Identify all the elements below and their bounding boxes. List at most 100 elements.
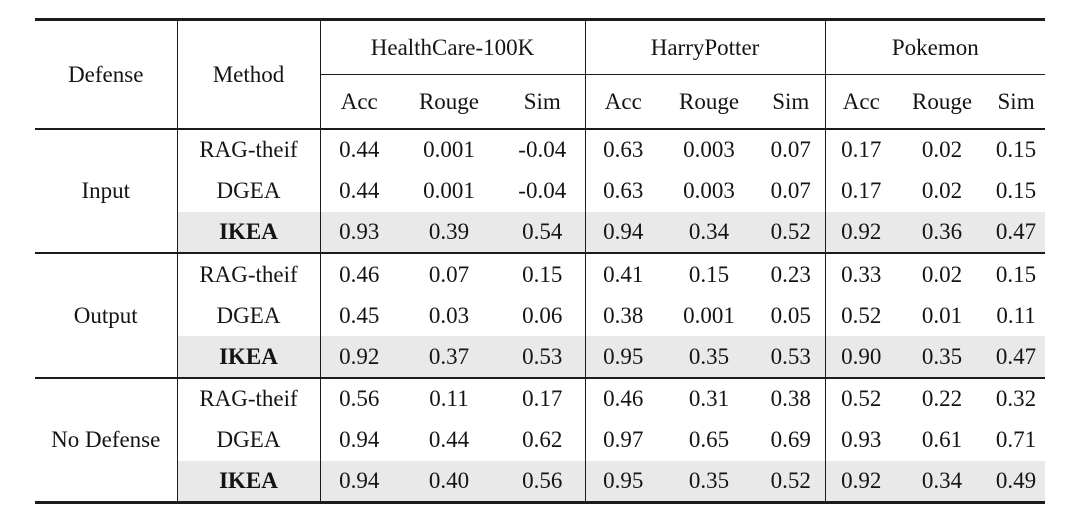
table-row: IKEA 0.93 0.39 0.54 0.94 0.34 0.52 0.92 0.36 0.47 [35, 211, 1046, 253]
value-cell: 0.02 [921, 137, 963, 163]
table-row: DGEA 0.44 0.001 -0.04 0.63 0.003 0.07 0.17 0.02 0… [35, 170, 1045, 212]
value-cell: 0.23 [770, 261, 811, 287]
value-cell: 0.35 [661, 460, 758, 502]
value-cell: 0.35 [897, 336, 988, 378]
header-method: Method [176, 19, 321, 129]
value-cell: 0.34 [897, 460, 988, 502]
value-cell: 0.49 [987, 460, 1046, 502]
method-cell: IKEA [176, 211, 321, 253]
value-cell: 0.05 [770, 302, 811, 328]
header-metric-sim: Sim [997, 88, 1035, 114]
value-cell: 0.33 [824, 253, 898, 295]
value-cell: 0.22 [921, 386, 963, 412]
value-cell: 0.41 [584, 253, 662, 295]
header-metric-acc: Acc [319, 74, 398, 129]
method-cell: DGEA [176, 419, 321, 461]
header-metric-rouge: Rouge [418, 88, 480, 114]
value-cell: 0.001 [423, 137, 475, 163]
value-cell: 0.94 [584, 211, 662, 253]
header-metric-acc: Acc [584, 74, 662, 129]
value-cell: 0.003 [683, 178, 735, 204]
value-cell: 0.003 [683, 137, 735, 163]
value-cell: 0.61 [921, 427, 963, 453]
value-cell: 0.44 [319, 170, 398, 212]
value-cell: 0.001 [683, 302, 735, 328]
header-defense: Defense [68, 61, 144, 87]
value-cell: 0.34 [661, 211, 758, 253]
header-group-pokemon: Pokemon [824, 19, 1046, 75]
method-cell: RAG-theif [176, 377, 321, 419]
value-cell: 0.93 [319, 211, 398, 253]
table-header: Defense Method HealthCare-100K HarryPott… [35, 19, 1046, 129]
method-cell: DGEA [176, 170, 321, 212]
value-cell: 0.39 [398, 211, 500, 253]
header-group-healthcare: HealthCare-100K [319, 19, 586, 75]
value-cell: 0.62 [522, 427, 563, 453]
value-cell: 0.17 [824, 128, 898, 170]
defense-label: Input [81, 178, 131, 204]
value-cell: 0.92 [824, 460, 898, 502]
header-metric-sim: Sim [523, 88, 561, 114]
value-cell: 0.38 [584, 294, 662, 336]
value-cell: 0.38 [770, 386, 811, 412]
value-cell: 0.44 [319, 128, 398, 170]
value-cell: 0.06 [522, 302, 563, 328]
value-cell: 0.52 [824, 377, 898, 419]
value-cell: 0.56 [500, 460, 586, 502]
value-cell: 0.15 [522, 261, 563, 287]
value-cell: 0.32 [995, 386, 1037, 412]
value-cell: 0.94 [319, 460, 398, 502]
value-cell: 0.17 [824, 170, 898, 212]
value-cell: 0.71 [995, 427, 1037, 453]
table-row: IKEA 0.94 0.40 0.56 0.95 0.35 0.52 0.92 0.34 0.49 [35, 460, 1046, 502]
table-row: Input RAG-theif 0.44 0.001 -0.04 0.63 0.003 0.0… [35, 128, 1045, 202]
value-cell: 0.52 [757, 211, 826, 253]
value-cell: 0.07 [428, 261, 470, 287]
method-cell: RAG-theif [176, 253, 321, 295]
header-metric-rouge: Rouge [912, 88, 973, 114]
value-cell: 0.02 [921, 178, 963, 204]
value-cell: 0.40 [398, 460, 500, 502]
method-cell: RAG-theif [176, 128, 321, 170]
value-cell: 0.01 [921, 302, 963, 328]
value-cell: 0.07 [770, 137, 811, 163]
table-row: No Defense RAG-theif 0.56 0.11 0.17 0.46 0.31 0… [35, 377, 1045, 451]
header-metric-sim: Sim [772, 88, 810, 114]
value-cell: 0.95 [584, 460, 662, 502]
value-cell: 0.63 [584, 170, 662, 212]
value-cell: 0.37 [398, 336, 500, 378]
value-cell: 0.97 [584, 419, 662, 461]
value-cell: 0.53 [500, 336, 586, 378]
header-metric-acc: Acc [824, 74, 898, 129]
method-cell: IKEA [176, 336, 321, 378]
value-cell: 0.15 [995, 137, 1037, 163]
header-group-row: Defense Method HealthCare-100K HarryPott… [35, 19, 1046, 129]
defense-group-no-defense: No Defense RAG-theif 0.56 0.11 0.17 0.46 0.31 0… [35, 377, 1046, 502]
value-cell: 0.46 [584, 377, 662, 419]
value-cell: 0.17 [522, 386, 563, 412]
value-cell: 0.11 [429, 386, 469, 412]
value-cell: 0.47 [987, 211, 1046, 253]
value-cell: 0.94 [319, 419, 398, 461]
value-cell: 0.63 [584, 128, 662, 170]
value-cell: 0.15 [688, 261, 730, 287]
value-cell: 0.56 [319, 377, 398, 419]
method-cell: IKEA [176, 460, 321, 502]
value-cell: 0.03 [428, 302, 470, 328]
table-row: DGEA 0.45 0.03 0.06 0.38 0.001 0.05 0.52 0.01 0.1… [35, 294, 1045, 336]
value-cell: 0.36 [897, 211, 988, 253]
method-cell: DGEA [176, 294, 321, 336]
value-cell: 0.35 [661, 336, 758, 378]
value-cell: 0.69 [770, 427, 811, 453]
defense-group-input: Input RAG-theif 0.44 0.001 -0.04 0.63 0.003 0.0… [35, 128, 1046, 253]
header-metric-rouge: Rouge [678, 88, 740, 114]
value-cell: -0.04 [518, 137, 567, 163]
value-cell: -0.04 [518, 178, 567, 204]
defense-label: No Defense [51, 427, 161, 452]
value-cell: 0.02 [921, 261, 963, 287]
value-cell: 0.90 [824, 336, 898, 378]
value-cell: 0.92 [824, 211, 898, 253]
value-cell: 0.45 [319, 294, 398, 336]
value-cell: 0.44 [428, 427, 470, 453]
